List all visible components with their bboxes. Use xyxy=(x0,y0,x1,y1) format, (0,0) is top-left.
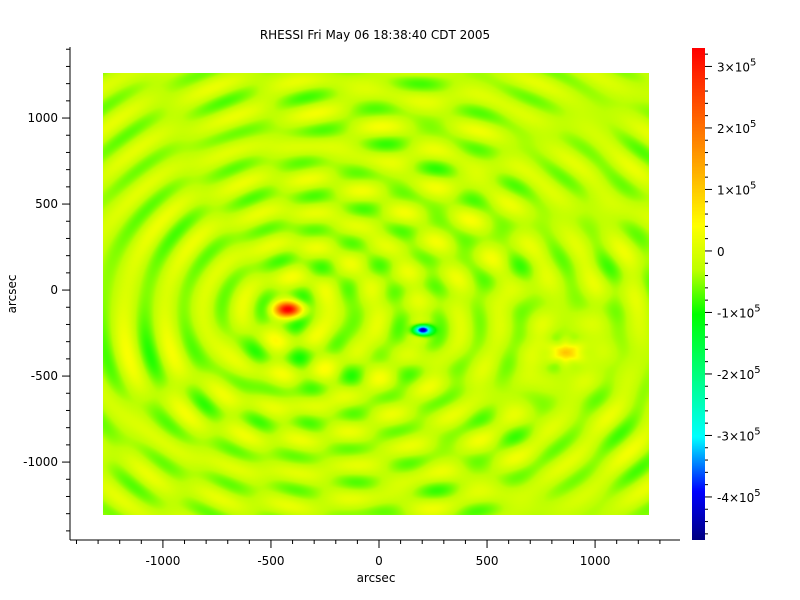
y-tick-label: 1000 xyxy=(27,111,58,125)
colorbar-tick-label: -3×105 xyxy=(717,426,761,443)
y-tick-label: 0 xyxy=(50,283,58,297)
y-axis-label: arcsec xyxy=(5,275,19,314)
colorbar-tick-label: 2×105 xyxy=(717,119,756,136)
colorbar-axis: 3×105 2×105 1×105 0 -1×105 -2×105 -3×105 -4×105 xyxy=(705,53,761,535)
chart-title: RHESSI Fri May 06 18:38:40 CDT 2005 xyxy=(260,28,490,42)
x-tick-label: 1000 xyxy=(580,554,611,568)
x-axis-label: arcsec xyxy=(357,571,396,585)
x-axis: -1000 -500 0 500 1000 xyxy=(75,540,661,568)
colorbar-tick-label: 0 xyxy=(717,245,725,259)
x-tick-label: -500 xyxy=(257,554,284,568)
plot-frame xyxy=(69,47,680,541)
y-tick-label: -500 xyxy=(31,369,58,383)
colorbar-tick-label: -4×105 xyxy=(717,488,761,505)
colorbar-gradient xyxy=(692,48,705,540)
y-tick-label: -1000 xyxy=(23,455,58,469)
colorbar-tick-label: -2×105 xyxy=(717,365,761,382)
y-tick-label: 500 xyxy=(35,197,58,211)
x-tick-label: -1000 xyxy=(145,554,180,568)
x-tick-label: 0 xyxy=(375,554,383,568)
colorbar-tick-label: 3×105 xyxy=(717,57,756,74)
heatmap-image xyxy=(103,73,649,515)
y-axis: -1000 -500 0 500 1000 xyxy=(23,48,70,532)
x-tick-label: 500 xyxy=(476,554,499,568)
colorbar-tick-label: 1×105 xyxy=(717,180,756,197)
colorbar-tick-label: -1×105 xyxy=(717,303,761,320)
